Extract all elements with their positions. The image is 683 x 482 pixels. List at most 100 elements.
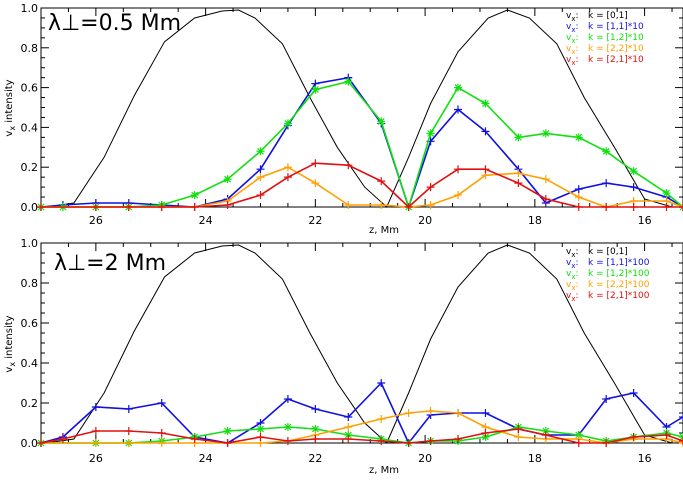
panel-2-x-axis-label: z, Mm [369, 465, 399, 476]
panel-1-series-4-point [256, 173, 265, 182]
panel-1-series-2 [37, 73, 683, 211]
panel-1-series-5-point [662, 203, 671, 211]
panel-2-series-4-point [344, 423, 353, 431]
panel-1-series-4-point [377, 201, 386, 210]
panel-2-series-4-line [41, 410, 683, 444]
panel-2-y-axis-label: vx intensity [4, 315, 17, 372]
panel-1-x-axis-label: z, Mm [369, 225, 399, 236]
panel-1-series-4-point [311, 179, 320, 188]
panel-2-series-5-point [256, 433, 265, 441]
panel-1-series-3-point [541, 129, 550, 138]
panel-2-series-5-point [574, 439, 583, 447]
panel-2-series-5-point [514, 425, 523, 433]
panel-1-series-2-point [454, 105, 463, 114]
panel-2-y-tick-label: 0.4 [21, 357, 39, 370]
panel-1-y-tick-label: 0.2 [21, 161, 39, 174]
panel-2-series-5-point [58, 435, 67, 443]
panel-1-series-5-point [37, 203, 45, 211]
panel-1-series-5-point [574, 203, 583, 211]
panel-1-y-tick-label: 0.8 [21, 42, 39, 55]
panel-2-x-tick-label: 20 [418, 452, 432, 465]
panel-1-legend-label-5: k = [2,1]*10 [588, 55, 644, 65]
panel-2-legend-label-5: k = [2,1]*100 [588, 291, 650, 301]
panel-1-series-4-point [283, 163, 292, 172]
panel-2-series-5-point [679, 437, 683, 445]
panel-2-series-2-point [157, 399, 166, 407]
panel-2-series-2-point [377, 379, 386, 387]
panel-1-y-tick-label: 0.4 [21, 121, 39, 134]
panel-2-legend-label-3: k = [1,2]*100 [588, 269, 650, 279]
panel-2-series-4-point [124, 439, 133, 447]
panel-2-series-4-point [454, 409, 463, 417]
panel-2-legend-symbol-4: vx: [566, 280, 579, 292]
panel-1-series-4-point [454, 191, 463, 200]
panel-2-series-3-point [283, 423, 292, 431]
panel-1-series-3-point [256, 147, 265, 156]
panel-2-series-5-point [629, 433, 638, 441]
panel-1-series-3-point [662, 189, 671, 198]
panel-1-x-tick-label: 26 [89, 214, 103, 227]
panel-1-series-5-point [223, 201, 232, 210]
panel-1-series-2-point [602, 179, 611, 188]
panel-1-series-1-line [46, 9, 673, 208]
panel-1-series-5-point [311, 159, 320, 168]
panel-1-series-3-point [426, 129, 435, 138]
panel-2-y-tick-label: 1.0 [21, 237, 39, 250]
panel-1-series-5-point [541, 195, 550, 204]
panel-1-series-3-point [344, 77, 353, 86]
panel-2-series-4-point [679, 439, 683, 447]
panel-1-series-5-point [190, 203, 199, 211]
panel-1-series-4-point [344, 201, 353, 210]
panel-1-series-2-point [574, 185, 583, 194]
panel-2-series-4-point [157, 439, 166, 447]
panel-2-series-5-point [541, 431, 550, 439]
panel-2-y-tick-label: 0.2 [21, 397, 39, 410]
panel-2-x-tick-label: 16 [638, 452, 652, 465]
panel-1-x-tick-label: 18 [528, 214, 542, 227]
panel-2-series-5-point [662, 431, 671, 439]
panel-2-x-tick-label: 18 [528, 452, 542, 465]
panel-1-series-2-point [629, 183, 638, 192]
panel-2-legend-label-2: k = [1,1]*100 [588, 258, 650, 268]
panel-2-panel-label: λ⊥=2 Mm [54, 251, 166, 276]
panel-1-series-5-point [404, 203, 413, 211]
panel-2-series-3-point [256, 425, 265, 433]
panel-2-series-2-point [283, 395, 292, 403]
panel-1-series-4-point [514, 169, 523, 178]
panel-2-series-5-point [426, 437, 435, 445]
panel-2-series-2-point [602, 395, 611, 403]
panel-1-legend-symbol-3: vx: [566, 33, 579, 45]
panel-1-y-tick-label: 0.0 [21, 201, 39, 214]
panel-1-series-5-point [344, 161, 353, 170]
panel-2-legend-symbol-1: vx: [566, 247, 579, 259]
panel-1-series-5-point [124, 203, 133, 211]
panel-2-legend-symbol-2: vx: [566, 258, 579, 270]
panel-1-legend-label-1: k = [0,1] [588, 11, 628, 21]
panel-1-x-tick-label: 16 [638, 214, 652, 227]
panel-1-legend-symbol-2: vx: [566, 22, 579, 34]
panel-1-plot-frame [40, 7, 683, 208]
panel-1-series-3-point [454, 83, 463, 92]
panel-2-series-5-point [481, 429, 490, 437]
panel-2-y-tick-label: 0.0 [21, 437, 39, 450]
panel-1-series-5-point [377, 177, 386, 186]
panel-2-y-tick-label: 0.8 [21, 277, 39, 290]
panel-2-series-4-point [514, 433, 523, 441]
panel-1-series-2-point [481, 127, 490, 136]
panel-2-series-2-point [124, 405, 133, 413]
panel-1-series-5-point [454, 165, 463, 174]
panel-2-series-3-line [41, 426, 683, 444]
panel-2-series-4-point [91, 439, 100, 447]
panel-2-series-2-point [481, 409, 490, 417]
panel-1-legend-symbol-5: vx: [566, 55, 579, 67]
panel-2-y-tick-label: 0.6 [21, 317, 39, 330]
panel-2-series-4-point [404, 409, 413, 417]
panel-1-x-tick-label: 20 [418, 214, 432, 227]
panel-1-legend-symbol-1: vx: [566, 11, 579, 23]
panel-1-legend-label-3: k = [1,2]*10 [588, 33, 644, 43]
panel-1-series-3-point [190, 191, 199, 200]
panel-1-series-3-point [629, 167, 638, 176]
panel-2-legend-label-1: k = [0,1] [588, 247, 628, 257]
panel-2-series-5-point [283, 437, 292, 445]
panel-1-series-5 [37, 159, 683, 211]
